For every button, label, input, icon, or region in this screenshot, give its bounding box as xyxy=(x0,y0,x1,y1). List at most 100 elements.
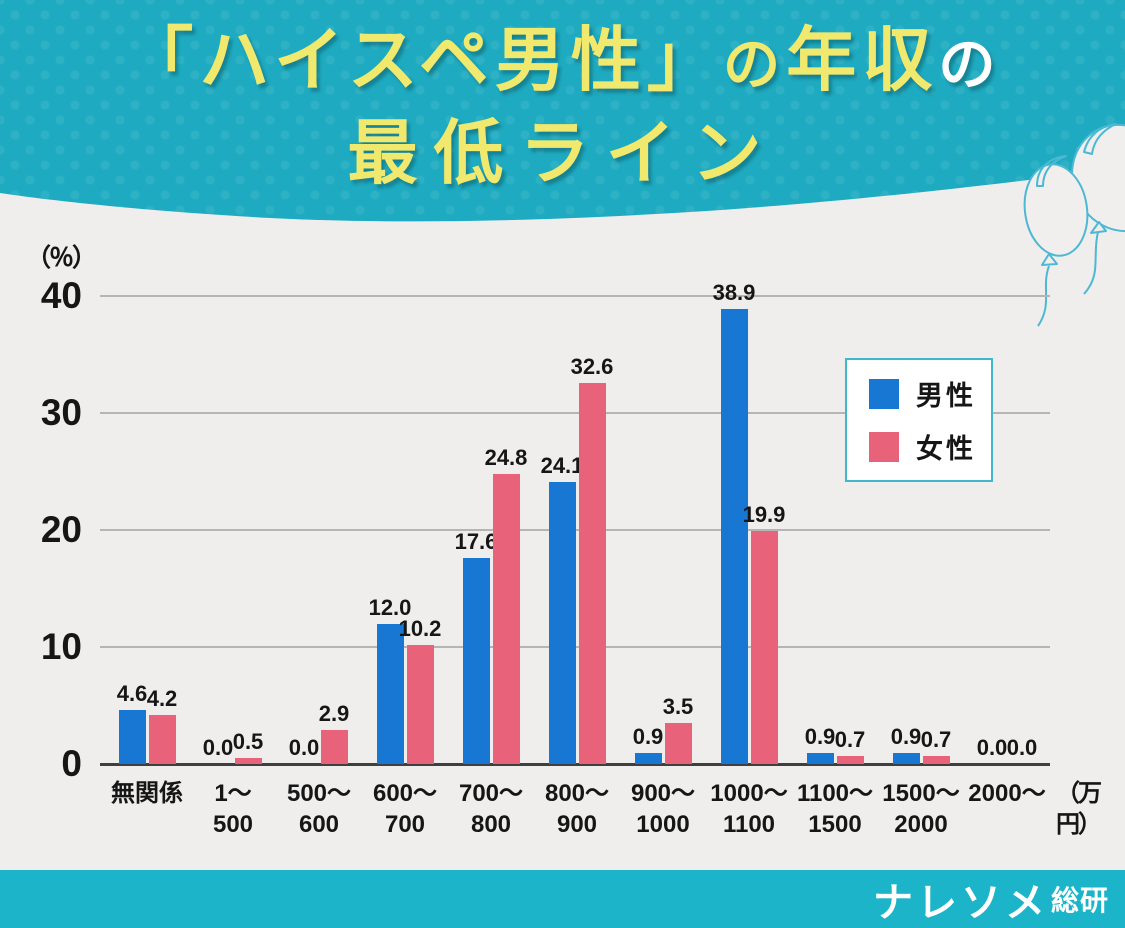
x-category-line: 600〜 xyxy=(372,780,438,807)
x-axis-unit-label: （万円） xyxy=(1056,780,1102,838)
bar-male xyxy=(634,753,662,764)
legend-swatch-male xyxy=(869,378,899,409)
bar-female xyxy=(492,474,520,764)
page-title: 「ハイスペ男性」の年収の 最低ライン xyxy=(0,16,1125,197)
bar-female xyxy=(320,730,348,764)
brand-logo-main: ナレソメ xyxy=(872,881,1049,925)
gridline xyxy=(100,295,1050,297)
value-label: 4.6 xyxy=(116,681,148,706)
bar-female xyxy=(578,383,606,764)
balloons-illustration xyxy=(1023,123,1125,327)
bar-male xyxy=(806,753,834,764)
x-category-label: 600〜 700 xyxy=(373,778,437,840)
x-category-label: 無関係 xyxy=(111,778,183,809)
x-category-label: 1000〜 1100 xyxy=(710,778,787,840)
x-category-label: 1〜 500 xyxy=(213,778,253,840)
value-label: 0.9 xyxy=(890,724,922,749)
value-label: 0.9 xyxy=(804,724,836,749)
bar-female xyxy=(234,758,262,764)
bar-male xyxy=(376,624,404,764)
bar-female xyxy=(406,645,434,764)
balloon-front-highlight xyxy=(1036,155,1067,187)
y-tick-label: 0 xyxy=(61,743,82,784)
x-category-line: 500〜 xyxy=(286,780,352,807)
x-category-line: 2000 xyxy=(894,811,948,838)
x-category-line: 800〜 xyxy=(544,780,610,807)
bar-male xyxy=(548,482,576,764)
y-tick-label: 40 xyxy=(40,275,82,316)
x-category-line: 1100 xyxy=(722,811,776,838)
x-category-label: 1500〜 2000 xyxy=(882,778,959,840)
x-axis-line xyxy=(100,763,1050,766)
x-category-line: 1000 xyxy=(636,811,690,838)
value-label: 0.0 xyxy=(202,735,234,760)
title-segment: 「ハイスペ男性」 xyxy=(123,21,723,99)
value-label: 0.9 xyxy=(632,724,664,749)
gridline xyxy=(100,412,1050,414)
footer-bar: ナレソメ 総研 xyxy=(0,870,1125,928)
value-label: 32.6 xyxy=(570,354,614,379)
value-label: 0.7 xyxy=(920,727,952,752)
title-segment: の xyxy=(722,33,787,97)
bar-female xyxy=(836,756,864,764)
x-category-line: 700〜 xyxy=(458,780,524,807)
legend-item-male: 男性 xyxy=(869,374,991,413)
title-segment: 年収 xyxy=(786,21,939,99)
title-line-1: 「ハイスペ男性」の年収の xyxy=(0,16,1125,109)
legend-label-female: 女性 xyxy=(916,434,976,464)
value-label: 0.5 xyxy=(232,729,264,754)
x-category-label: 800〜 900 xyxy=(545,778,609,840)
x-category-line: 600 xyxy=(298,811,340,838)
balloon-front-knot xyxy=(1041,253,1058,266)
value-label: 4.2 xyxy=(146,686,178,711)
legend-label-male: 男性 xyxy=(916,381,976,411)
y-axis-unit-label: （％） xyxy=(26,244,97,272)
legend-item-female: 女性 xyxy=(869,427,991,466)
title-line-2: 最低ライン xyxy=(347,114,778,192)
x-category-line: 900〜 xyxy=(630,780,696,807)
balloon-back-string xyxy=(1083,231,1099,295)
bar-male xyxy=(462,558,490,764)
x-category-label: 500〜 600 xyxy=(287,778,351,840)
x-category-line: 1100〜 xyxy=(796,780,874,807)
x-category-line: 無関係 xyxy=(111,780,183,807)
x-category-line: 900 xyxy=(556,811,598,838)
value-label: 24.1 xyxy=(540,453,584,478)
value-label: 10.2 xyxy=(398,616,442,641)
value-label: 24.8 xyxy=(484,445,528,470)
value-label: 12.0 xyxy=(368,595,412,620)
bar-female xyxy=(664,723,692,764)
balloon-back-knot xyxy=(1090,221,1107,234)
bar-female xyxy=(922,756,950,764)
value-label: 0.0 xyxy=(288,735,320,760)
value-label: 0.7 xyxy=(834,727,866,752)
header-banner xyxy=(0,0,1125,235)
value-label: 19.9 xyxy=(742,502,786,527)
legend-swatch-female xyxy=(869,431,899,462)
value-label: 0.0 xyxy=(1006,735,1038,760)
x-category-label: 900〜 1000 xyxy=(631,778,695,840)
x-category-line: 2000〜 xyxy=(968,780,1046,807)
balloon-back-highlight xyxy=(1083,123,1117,155)
value-label: 17.6 xyxy=(454,529,498,554)
bar-male xyxy=(720,309,748,764)
y-tick-label: 30 xyxy=(40,392,82,433)
title-segment: の xyxy=(938,33,1002,97)
x-category-line: 700 xyxy=(384,811,426,838)
x-category-line: 500 xyxy=(212,811,254,838)
x-category-label: 2000〜 xyxy=(968,778,1045,809)
x-category-label: 1100〜 1500 xyxy=(797,778,873,840)
balloon-front xyxy=(1023,163,1089,257)
x-category-line: 800 xyxy=(470,811,512,838)
x-category-line: 1500 xyxy=(808,811,862,838)
chart-legend: 男性 女性 xyxy=(845,358,993,482)
x-category-label: 700〜 800 xyxy=(459,778,523,840)
x-category-line: 1000〜 xyxy=(710,780,788,807)
bar-male xyxy=(892,753,920,764)
brand-logo-sub: 総研 xyxy=(1050,885,1109,916)
y-tick-label: 10 xyxy=(40,626,82,667)
x-category-line: 1〜 xyxy=(214,780,252,807)
bar-male xyxy=(118,710,146,764)
value-label: 3.5 xyxy=(662,694,694,719)
